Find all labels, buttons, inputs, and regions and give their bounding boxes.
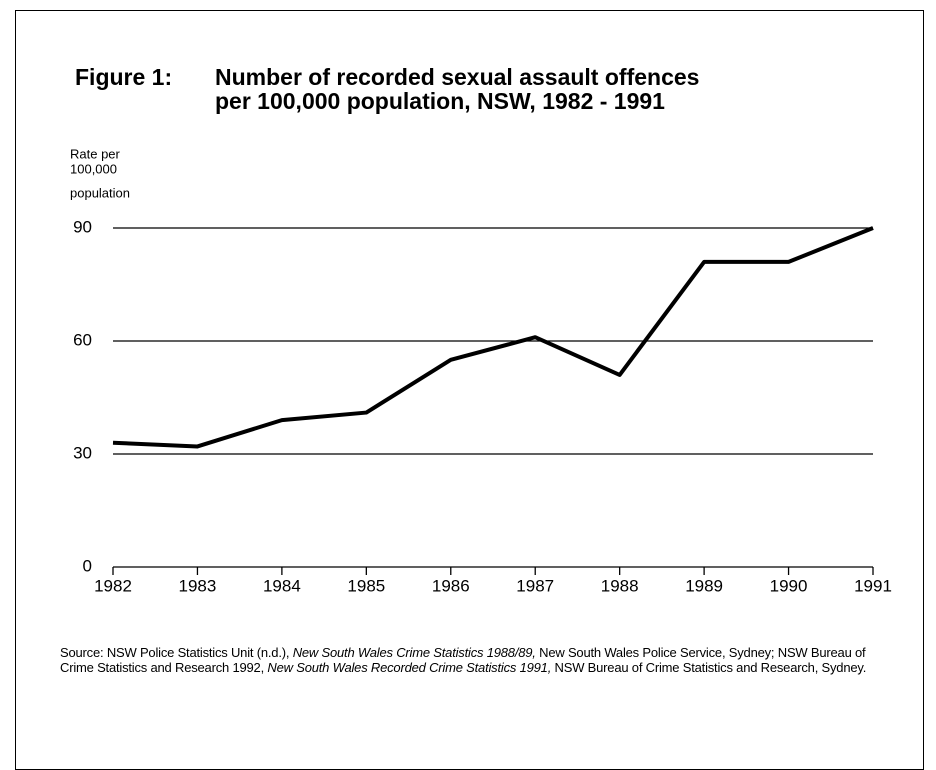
chart-title: Number of recorded sexual assault offenc…	[215, 64, 699, 90]
source-text: Source: NSW Police Statistics Unit (n.d.…	[60, 645, 293, 660]
x-tick-label: 1988	[601, 576, 639, 595]
source-text: New South Wales Police Service, Sydney; …	[60, 645, 866, 675]
x-tick-label: 1991	[854, 576, 892, 595]
y-tick-label: 60	[73, 330, 92, 349]
source-text: NSW Bureau of Crime Statistics and Resea…	[551, 660, 867, 675]
x-tick-label: 1985	[347, 576, 385, 595]
figure-label: Figure 1:	[75, 64, 172, 90]
data-line	[112, 226, 874, 449]
y-axis-label: 100,000	[70, 161, 117, 176]
source-note: Source: NSW Police Statistics Unit (n.d.…	[60, 645, 900, 675]
x-tick-label: 1984	[263, 576, 301, 595]
y-axis-label: population	[70, 185, 130, 200]
x-tick-label: 1990	[770, 576, 808, 595]
y-tick-label: 30	[73, 443, 92, 462]
chart-title: per 100,000 population, NSW, 1982 - 1991	[215, 88, 665, 114]
x-tick-label: 1989	[685, 576, 723, 595]
y-axis-label: Rate per	[70, 146, 121, 161]
x-tick-label: 1987	[516, 576, 554, 595]
y-tick-label: 0	[83, 556, 92, 575]
x-tick-label: 1982	[94, 576, 132, 595]
y-tick-label: 90	[73, 217, 92, 236]
source-text: New South Wales Recorded Crime Statistic…	[267, 660, 552, 675]
x-tick-label: 1983	[179, 576, 217, 595]
x-tick-label: 1986	[432, 576, 470, 595]
source-text: New South Wales Crime Statistics 1988/89…	[292, 645, 536, 660]
